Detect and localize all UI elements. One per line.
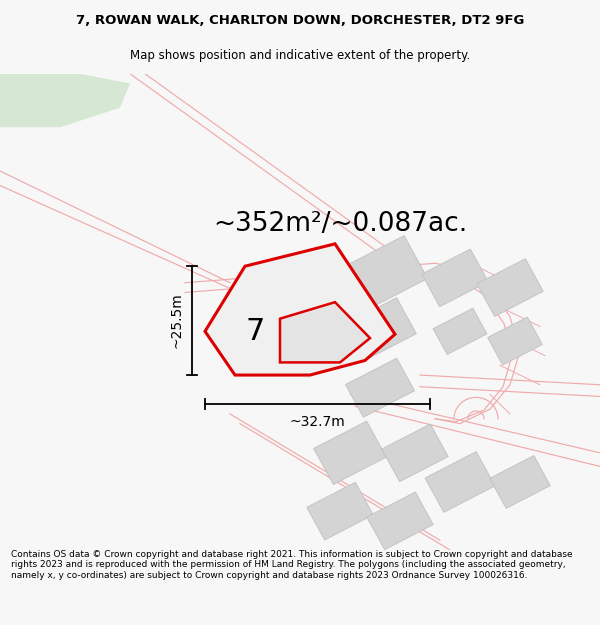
- Text: ~32.7m: ~32.7m: [290, 415, 346, 429]
- Polygon shape: [205, 244, 395, 375]
- Polygon shape: [422, 249, 488, 307]
- Polygon shape: [344, 298, 416, 361]
- Polygon shape: [346, 358, 415, 418]
- Polygon shape: [0, 74, 130, 128]
- Text: 7, ROWAN WALK, CHARLTON DOWN, DORCHESTER, DT2 9FG: 7, ROWAN WALK, CHARLTON DOWN, DORCHESTER…: [76, 14, 524, 27]
- Polygon shape: [490, 456, 550, 508]
- Text: 7: 7: [245, 317, 265, 346]
- Polygon shape: [280, 302, 370, 362]
- Polygon shape: [382, 424, 448, 482]
- Polygon shape: [433, 308, 487, 354]
- Polygon shape: [314, 421, 386, 484]
- Polygon shape: [367, 492, 433, 550]
- Polygon shape: [343, 236, 428, 311]
- Polygon shape: [425, 452, 495, 512]
- Text: ~352m²/~0.087ac.: ~352m²/~0.087ac.: [213, 211, 467, 238]
- Text: Contains OS data © Crown copyright and database right 2021. This information is : Contains OS data © Crown copyright and d…: [11, 550, 572, 580]
- Polygon shape: [477, 259, 543, 316]
- Polygon shape: [488, 317, 542, 365]
- Text: Map shows position and indicative extent of the property.: Map shows position and indicative extent…: [130, 49, 470, 62]
- Text: ~25.5m: ~25.5m: [169, 292, 183, 349]
- Polygon shape: [307, 482, 373, 540]
